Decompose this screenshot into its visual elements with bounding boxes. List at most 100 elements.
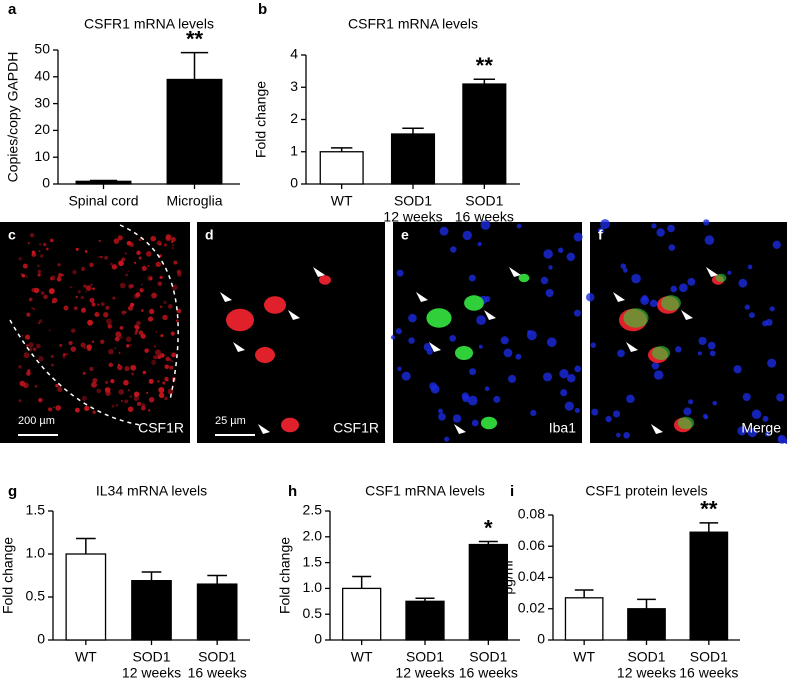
arrowhead [626, 342, 638, 352]
signal-speck [27, 369, 31, 373]
cell-red [319, 275, 331, 285]
signal-speck [114, 347, 117, 350]
signal-speck [121, 310, 126, 315]
signal-speck [72, 269, 77, 275]
y-tick-label: 1.5 [26, 502, 46, 518]
signal-speck [63, 353, 66, 356]
nucleus [738, 278, 748, 288]
signal-speck [130, 284, 134, 288]
signal-speck [104, 387, 111, 393]
nucleus [543, 249, 553, 259]
signal-speck [38, 322, 40, 324]
signal-speck [98, 239, 101, 242]
signal-speck [55, 383, 59, 388]
x-tick-label: WT [331, 193, 353, 209]
signal-speck [134, 261, 137, 264]
signal-speck [18, 399, 22, 403]
signal-speck [26, 371, 31, 376]
arrowhead [613, 292, 625, 302]
nucleus [449, 335, 457, 342]
nucleus [574, 365, 582, 373]
nucleus [557, 247, 564, 253]
nucleus [478, 344, 483, 349]
x-tick-label: 12 weeks [122, 665, 181, 679]
signal-speck [48, 329, 51, 332]
y-tick-label: 0 [537, 631, 545, 647]
nucleus [703, 415, 709, 420]
signal-speck [81, 395, 87, 402]
arrowhead [233, 342, 245, 352]
signal-speck [25, 334, 31, 340]
signal-speck [89, 262, 94, 268]
x-tick-label: Microglia [166, 193, 222, 209]
x-tick-label: WT [351, 649, 373, 665]
nucleus [560, 389, 568, 397]
nucleus [548, 265, 553, 270]
signal-speck [158, 392, 165, 399]
signal-speck [135, 329, 139, 333]
signal-speck [133, 391, 140, 397]
signal-speck [98, 255, 101, 258]
signal-speck [48, 407, 53, 412]
signal-speck [163, 300, 167, 304]
signal-speck [141, 265, 147, 271]
nucleus [542, 372, 553, 382]
y-tick-label: 0 [290, 175, 298, 191]
signal-speck [38, 356, 44, 362]
signal-speck [136, 250, 141, 256]
y-tick-label: 0.5 [303, 605, 323, 621]
signal-speck [140, 283, 143, 286]
cell-green [652, 346, 670, 360]
signal-speck [35, 343, 41, 349]
signal-speck [169, 365, 174, 370]
y-tick-label: 0 [37, 631, 45, 647]
y-axis-label: Fold change [253, 81, 269, 158]
signal-speck [118, 389, 125, 395]
y-tick-label: 2 [290, 110, 298, 126]
nucleus [626, 394, 635, 404]
signal-speck [150, 235, 157, 242]
signal-speck [87, 319, 93, 326]
y-tick-label: 20 [34, 121, 50, 137]
nucleus [704, 235, 715, 245]
nucleus [772, 240, 781, 249]
nucleus [623, 432, 630, 439]
signal-speck [134, 332, 138, 335]
signal-speck [126, 344, 130, 348]
nucleus [653, 370, 664, 380]
signal-speck [144, 348, 149, 353]
bar [468, 543, 508, 641]
signal-speck [55, 405, 62, 411]
arrowhead [484, 310, 496, 320]
signal-speck [31, 287, 36, 293]
signal-speck [147, 275, 153, 281]
x-tick-label: 12 weeks [383, 209, 442, 225]
nucleus [426, 348, 433, 355]
nucleus [597, 227, 605, 235]
nucleus [546, 337, 557, 348]
y-tick-label: 0 [314, 631, 322, 647]
signal-speck [158, 387, 165, 394]
signal-speck [171, 284, 178, 291]
nucleus [590, 342, 597, 348]
outline [9, 224, 179, 426]
cell-green [464, 295, 484, 311]
nucleus [776, 393, 785, 402]
panel-letter: a [8, 1, 17, 18]
signal-speck [42, 242, 47, 247]
signal-speck [91, 302, 96, 307]
signal-speck [18, 257, 22, 261]
signal-speck [113, 238, 120, 244]
nucleus [769, 306, 775, 312]
nucleus [515, 353, 522, 360]
chart-title: CSFR1 mRNA levels [348, 16, 478, 32]
nucleus [527, 330, 532, 335]
signal-speck [155, 330, 158, 333]
nucleus [508, 374, 517, 383]
x-tick-label: SOD1 [198, 649, 236, 665]
signal-speck [39, 254, 44, 258]
nucleus [651, 361, 660, 370]
signal-speck [25, 275, 29, 278]
arrowhead [288, 310, 300, 320]
